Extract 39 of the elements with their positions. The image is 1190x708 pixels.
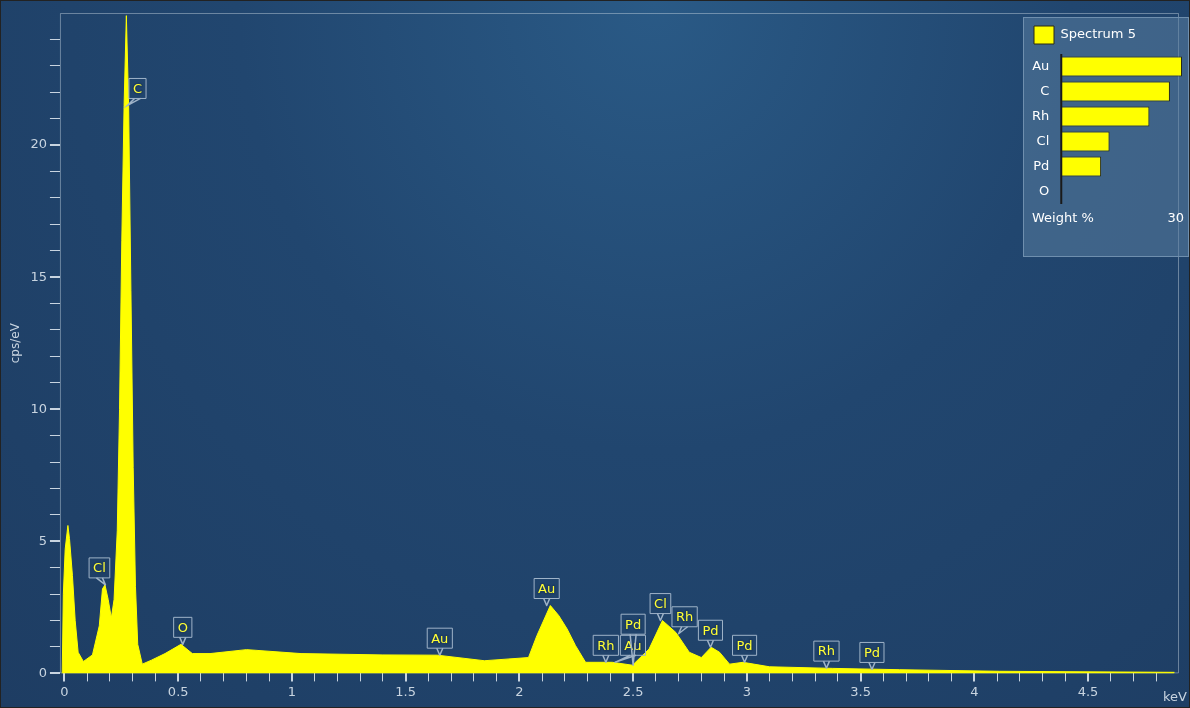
y-tick-label: Cl (1036, 132, 1050, 148)
x-axis-title: Weight % (1032, 209, 1094, 225)
annotation: 30 (1167, 209, 1184, 225)
x-tick-label: 0 (60, 683, 69, 699)
y-tick-label: Pd (1033, 157, 1050, 173)
y-tick-label: Rh (1031, 107, 1050, 123)
annotation: Au (538, 580, 556, 596)
y-tick-label: 15 (30, 268, 47, 284)
x-tick-label: 1.5 (395, 683, 417, 699)
y-tick-label: O (1039, 182, 1050, 198)
y-tick-label: Au (1032, 57, 1050, 73)
y-axis-title: cps/eV (8, 322, 23, 364)
y-tick-label: 20 (30, 136, 47, 152)
annotation: Rh (817, 643, 836, 659)
annotation: Cl (654, 595, 667, 611)
y-tick-label: C (1040, 82, 1050, 98)
annotation: Pd (625, 616, 642, 632)
y-tick-label: 10 (30, 400, 47, 416)
x-tick-label: 1 (287, 683, 297, 699)
series-label: Spectrum 5 (1060, 26, 1136, 42)
x-tick-label: 4 (970, 683, 979, 699)
annotation: C (132, 80, 143, 96)
x-tick-label: 3.5 (850, 683, 871, 699)
annotation: Rh (675, 609, 694, 625)
annotation: Pd (736, 637, 753, 653)
annotation: Au (431, 630, 449, 646)
x-tick-label: 2 (515, 683, 524, 699)
y-tick-label: 0 (38, 664, 47, 680)
x-tick-label: 4.5 (1077, 683, 1099, 699)
x-axis-title: keV (1163, 689, 1188, 705)
y-tick-label: 5 (38, 532, 47, 548)
annotation: Pd (702, 622, 719, 638)
annotation: Rh (597, 637, 615, 653)
x-tick-label: 0.5 (167, 683, 189, 699)
x-tick-label: 3 (742, 683, 751, 699)
annotation: Cl (93, 560, 106, 576)
annotation: Pd (863, 644, 880, 660)
x-tick-label: 2.5 (622, 683, 644, 699)
annotation: O (177, 619, 188, 635)
